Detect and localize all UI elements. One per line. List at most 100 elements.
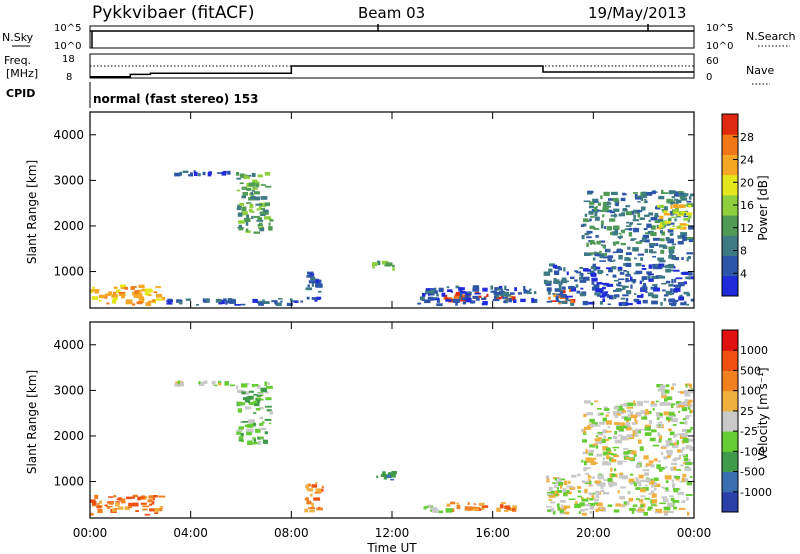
velocity-echo-cell — [675, 500, 680, 503]
velocity-echo-cell — [626, 407, 634, 409]
power-echo-cell — [174, 172, 181, 177]
power-echo-cell — [255, 183, 259, 188]
velocity-echo-cell — [640, 498, 644, 503]
power-echo-cell — [594, 216, 600, 221]
power-echo-cell — [319, 279, 322, 283]
velocity-echo-cell — [619, 472, 624, 475]
velocity-echo-cell — [643, 400, 649, 403]
velocity-echo-cell — [248, 420, 255, 424]
velocity-echo-cell — [623, 447, 629, 450]
velocity-echo-cell — [640, 504, 644, 508]
power-echo-cell — [681, 197, 688, 201]
power-echo-cell — [561, 301, 568, 304]
velocity-echo-cell — [678, 411, 681, 413]
power-echo-cell — [471, 300, 476, 303]
velocity-echo-cell — [665, 384, 670, 388]
velocity-echo-cell — [653, 477, 659, 481]
velocity-echo-cell — [684, 466, 690, 469]
power-echo-cell — [671, 279, 674, 284]
power-echo-cell — [307, 284, 310, 288]
power-echo-cell — [656, 227, 661, 230]
power-echo-cell — [622, 192, 626, 196]
power-echo-cell — [259, 207, 266, 211]
power-echo-cell — [680, 211, 687, 214]
velocity-echo-cell — [224, 381, 229, 386]
power-echo-cell — [245, 221, 249, 226]
power-echo-cell — [218, 302, 223, 305]
velocity-ylabel: Slant Range [km] — [25, 370, 39, 474]
power-echo-cell — [492, 299, 500, 302]
velocity-echo-cell — [556, 490, 562, 493]
velocity-echo-cell — [376, 475, 379, 478]
power-echo-cell — [663, 210, 668, 214]
velocity-echo-cell — [660, 452, 664, 455]
velocity-echo-cell — [611, 458, 617, 463]
velocity-echo-cell — [256, 394, 262, 397]
velocity-echo-cell — [647, 506, 653, 509]
velocity-echo-cell — [237, 408, 242, 413]
power-echo-cell — [498, 285, 503, 291]
velocity-echo-cell — [259, 427, 267, 431]
freq-unit-label: [MHz] — [6, 67, 38, 80]
power-echo-cell — [642, 235, 647, 240]
velocity-echo-cell — [151, 500, 155, 505]
power-echo-cell — [496, 296, 502, 300]
velocity-echo-cell — [659, 438, 662, 443]
power-echo-cell — [166, 302, 173, 305]
velocity-echo-cell — [111, 508, 117, 512]
velocity-echo-cell — [673, 466, 677, 471]
velocity-echo-cell — [128, 502, 135, 506]
power-echo-cell — [523, 285, 526, 290]
power-echo-cell — [582, 276, 590, 281]
velocity-echo-cell — [603, 435, 607, 439]
velocity-echo-cell — [558, 482, 564, 487]
power-echo-cell — [661, 289, 666, 292]
velocity-echo-cell — [594, 502, 599, 505]
velocity-echo-cell — [246, 428, 254, 432]
power-echo-cell — [599, 240, 606, 243]
velocity-echo-cell — [682, 499, 686, 503]
power-echo-cell — [606, 267, 612, 270]
power-echo-cell — [688, 272, 693, 276]
velocity-echo-cell — [685, 384, 688, 388]
velocity-echo-cell — [511, 509, 517, 512]
power-echo-cell — [616, 288, 622, 292]
power-echo-cell — [606, 203, 609, 206]
power-echo-cell — [483, 296, 487, 299]
velocity-echo-cell — [638, 506, 643, 511]
power-echo-cell — [599, 295, 606, 298]
velocity-echo-cell — [307, 483, 311, 487]
power-echo-cell — [652, 294, 659, 299]
velocity-echo-cell — [633, 453, 637, 457]
velocity-echo-cell — [654, 483, 661, 487]
power-echo-cell — [113, 291, 116, 294]
power-echo-cell — [612, 251, 619, 254]
power-echo-cell — [625, 205, 630, 208]
velocity-echo-cell — [636, 498, 640, 501]
velocity-echo-cell — [588, 459, 594, 462]
power-echo-cell — [196, 304, 199, 306]
power-echo-cell — [640, 206, 646, 211]
velocity-echo-cell — [198, 381, 201, 385]
freq-tick-bottom: 8 — [66, 72, 72, 83]
velocity-echo-cell — [676, 469, 682, 471]
power-echo-cell — [618, 213, 622, 217]
velocity-echo-cell — [557, 506, 560, 511]
velocity-echo-cell — [645, 463, 653, 467]
power-echo-cell — [222, 298, 227, 302]
power-echo-cell — [613, 289, 619, 292]
velocity-echo-cell — [132, 494, 138, 498]
velocity-echo-cell — [605, 456, 612, 460]
power-echo-cell — [193, 170, 196, 173]
power-echo-cell — [633, 298, 640, 302]
time-xtick-label: 08:00 — [274, 526, 309, 540]
power-echo-cell — [668, 217, 672, 222]
power-echo-cell — [683, 213, 686, 216]
velocity-echo-cell — [305, 484, 309, 488]
velocity-echo-cell — [473, 503, 477, 505]
power-echo-cell — [665, 268, 672, 273]
power-echo-cell — [256, 219, 264, 222]
power-echo-cell — [308, 280, 316, 284]
power-echo-cell — [554, 265, 561, 270]
power-echo-cell — [620, 197, 626, 202]
